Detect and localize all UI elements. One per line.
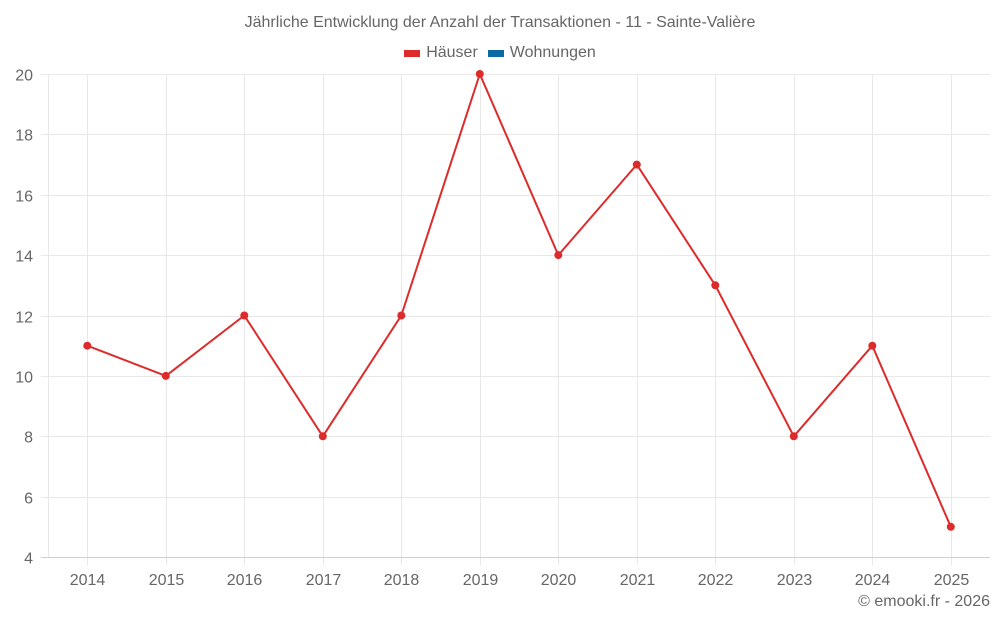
data-point-marker[interactable]	[868, 341, 877, 350]
x-tick-label: 2019	[463, 572, 499, 589]
data-point-marker[interactable]	[397, 311, 406, 320]
data-point-marker[interactable]	[83, 341, 92, 350]
x-tick-label: 2015	[149, 572, 185, 589]
x-tick-label: 2018	[384, 572, 420, 589]
y-tick-label: 16	[15, 189, 33, 206]
x-tick-label: 2021	[620, 572, 656, 589]
series-line-haeuser	[86, 73, 952, 528]
data-point-marker[interactable]	[789, 432, 798, 441]
x-tick-label: 2025	[934, 572, 970, 589]
y-axis: 4 6 8 10 12 14 16 18 20	[15, 68, 33, 568]
data-point-marker[interactable]	[318, 432, 327, 441]
data-point-marker[interactable]	[632, 160, 641, 169]
x-tick-label: 2014	[70, 572, 106, 589]
legend-item-haeuser[interactable]: Häuser	[404, 44, 478, 62]
y-tick-label: 14	[15, 249, 33, 266]
data-point-marker[interactable]	[240, 311, 249, 320]
y-tick-label: 8	[24, 430, 33, 447]
chart-title: Jährliche Entwicklung der Anzahl der Tra…	[244, 14, 756, 31]
data-point-marker[interactable]	[161, 371, 170, 380]
y-tick-label: 12	[15, 310, 33, 327]
series-haeuser	[83, 70, 955, 531]
data-point-marker[interactable]	[554, 251, 563, 260]
legend: Häuser Wohnungen	[0, 44, 1000, 62]
x-tick-label: 2024	[855, 572, 891, 589]
credits-text[interactable]: © emooki.fr - 2026	[858, 593, 990, 610]
legend-swatch-blue-icon	[487, 49, 504, 57]
legend-label: Wohnungen	[509, 44, 596, 61]
x-tick-label: 2022	[698, 572, 734, 589]
data-point-marker[interactable]	[946, 522, 955, 531]
x-tick-label: 2020	[541, 572, 577, 589]
legend-label: Häuser	[426, 44, 478, 61]
y-tick-label: 20	[15, 68, 33, 85]
y-tick-label: 6	[24, 491, 33, 508]
x-tick-label: 2023	[777, 572, 813, 589]
gridlines	[41, 74, 990, 565]
data-point-marker[interactable]	[711, 281, 720, 290]
y-tick-label: 10	[15, 370, 33, 387]
x-tick-label: 2017	[306, 572, 342, 589]
y-tick-label: 18	[15, 128, 33, 145]
x-axis: 2014 2015 2016 2017 2018 2019 2020 2021 2022 2023…	[41, 557, 990, 589]
legend-item-wohnungen[interactable]: Wohnungen	[487, 44, 596, 62]
x-tick-label: 2016	[227, 572, 263, 589]
y-tick-label: 4	[24, 551, 33, 568]
data-point-marker[interactable]	[475, 70, 484, 78]
legend-swatch-red-icon	[404, 49, 421, 57]
